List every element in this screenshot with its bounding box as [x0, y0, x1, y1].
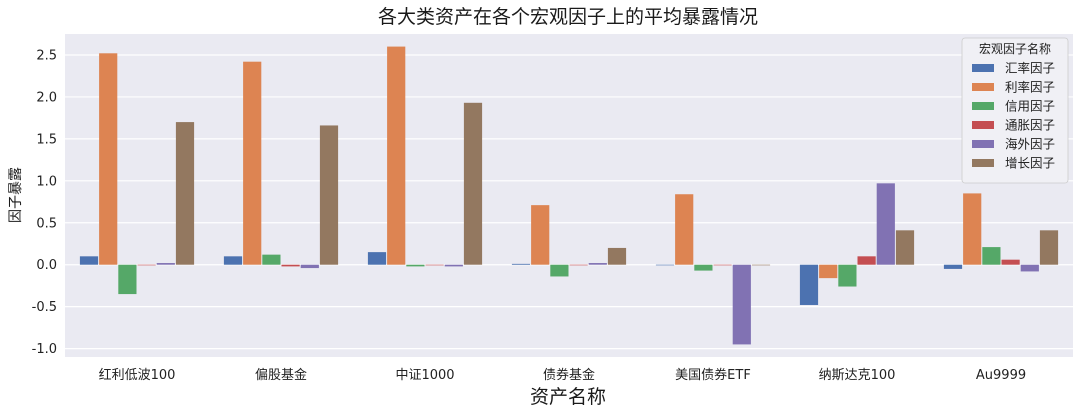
bar — [511, 263, 531, 265]
bar — [223, 256, 243, 265]
bar — [463, 102, 483, 265]
y-axis-ticks: -1.0 -0.5 0.0 0.5 1.0 1.5 2.0 2.5 — [32, 48, 57, 357]
x-tick-label: 纳斯达克100 — [819, 368, 896, 383]
bars — [79, 46, 1059, 345]
bar — [137, 264, 156, 266]
bar — [550, 264, 569, 277]
x-axis-label: 资产名称 — [530, 386, 606, 408]
bar — [175, 122, 195, 265]
bar — [243, 61, 262, 265]
bar — [876, 183, 895, 265]
bar — [655, 264, 675, 266]
legend-swatch — [972, 140, 994, 148]
y-axis-label: 因子暴露 — [8, 167, 24, 223]
y-tick-label: -0.5 — [32, 300, 57, 315]
y-tick-label: 0.5 — [36, 216, 57, 231]
y-tick-label: 2.5 — [36, 48, 57, 63]
bar — [943, 264, 963, 269]
bar — [675, 194, 694, 265]
bar — [799, 264, 819, 305]
bar — [387, 46, 406, 265]
y-tick-label: -1.0 — [32, 342, 57, 357]
bar — [262, 254, 281, 265]
bar — [569, 264, 588, 266]
y-tick-label: 0.0 — [36, 258, 57, 273]
bar — [895, 230, 915, 265]
bar — [444, 264, 463, 267]
bar — [732, 264, 751, 345]
legend-label: 利率因子 — [1005, 80, 1055, 95]
bar — [1001, 259, 1020, 265]
bar — [406, 264, 425, 267]
bar — [588, 263, 607, 265]
bar — [281, 264, 300, 267]
legend-label: 信用因子 — [1005, 99, 1055, 114]
x-tick-label: 中证1000 — [395, 368, 454, 383]
bar — [118, 264, 137, 295]
bar — [319, 125, 339, 265]
legend-label: 海外因子 — [1005, 137, 1055, 152]
legend-label: 汇率因子 — [1005, 61, 1055, 76]
y-tick-label: 2.0 — [36, 90, 57, 105]
bar — [607, 247, 627, 265]
legend-swatch — [972, 121, 994, 129]
legend-swatch — [972, 64, 994, 72]
legend-swatch — [972, 102, 994, 110]
bar — [713, 264, 732, 266]
x-axis-ticks: 红利低波100 偏股基金 中证1000 债券基金 美国债券ETF 纳斯达克100 Au999… — [99, 367, 1027, 383]
x-tick-label: Au9999 — [976, 368, 1026, 383]
legend-label: 通胀因子 — [1005, 118, 1055, 133]
bar — [819, 264, 838, 279]
x-tick-label: 美国债券ETF — [675, 367, 751, 383]
bar — [367, 252, 387, 265]
x-tick-label: 债券基金 — [543, 367, 595, 383]
bar — [300, 264, 319, 269]
bar — [838, 264, 857, 287]
x-tick-label: 红利低波100 — [99, 367, 176, 383]
legend-swatch — [972, 159, 994, 167]
bar — [1039, 230, 1059, 265]
bar — [857, 256, 876, 265]
legend-title: 宏观因子名称 — [979, 41, 1051, 56]
y-tick-label: 1.0 — [36, 174, 57, 189]
bar — [694, 264, 713, 271]
bar — [99, 53, 118, 265]
y-tick-label: 1.5 — [36, 132, 57, 147]
bar — [1020, 264, 1039, 272]
bar — [963, 193, 982, 265]
bar — [156, 263, 175, 265]
bar — [79, 256, 99, 265]
bar — [751, 264, 771, 266]
x-tick-label: 偏股基金 — [255, 367, 307, 383]
bar — [531, 205, 550, 265]
bar — [425, 264, 444, 266]
legend-label: 增长因子 — [1005, 156, 1055, 171]
bar — [982, 247, 1001, 265]
legend-swatch — [972, 83, 994, 91]
plot-area — [65, 34, 1073, 357]
chart-title: 各大类资产在各个宏观因子上的平均暴露情况 — [378, 6, 758, 28]
